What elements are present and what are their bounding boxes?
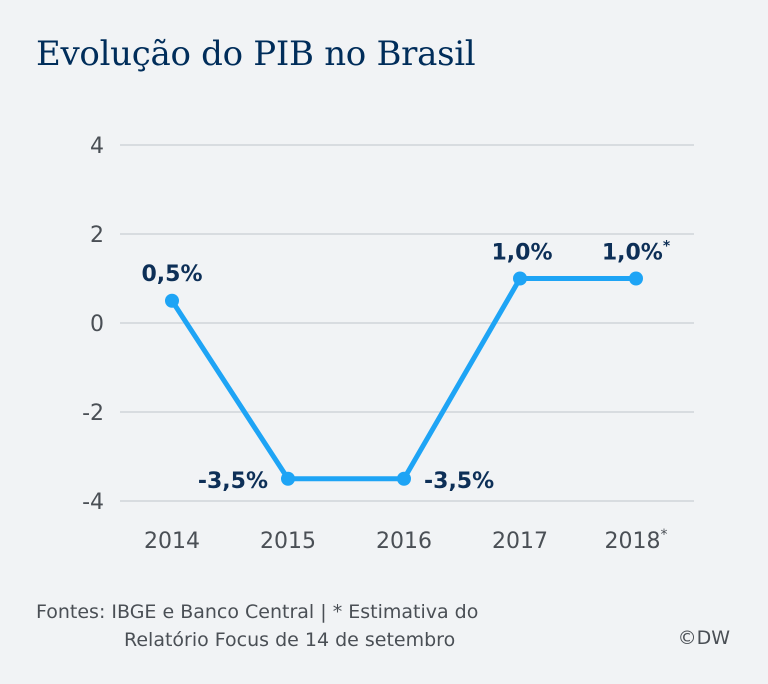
- source-note: Fontes: IBGE e Banco Central | * Estimat…: [36, 598, 478, 654]
- data-point: [165, 293, 179, 308]
- data-point: [281, 471, 295, 486]
- y-tick-label: 2: [90, 223, 104, 248]
- y-tick-label: -2: [82, 401, 104, 426]
- data-label: -3,5%: [198, 469, 268, 494]
- y-tick-label: -4: [82, 490, 104, 515]
- data-point: [397, 471, 411, 486]
- source-note-line-1: Fontes: IBGE e Banco Central | * Estimat…: [36, 601, 479, 623]
- x-tick-label: 2015: [260, 529, 316, 554]
- y-axis-tick-labels: 4 2 0 -2 -4: [82, 134, 104, 515]
- chart-title: Evolução do PIB no Brasil: [36, 34, 476, 74]
- series-line: [169, 276, 639, 482]
- y-tick-label: 4: [90, 134, 104, 159]
- data-point: [513, 271, 527, 286]
- gridlines: [120, 144, 694, 502]
- x-tick-label: 2014: [144, 529, 200, 554]
- copyright-label: ©DW: [677, 627, 730, 649]
- x-tick-label: 2018*: [605, 527, 668, 554]
- x-axis-tick-labels: 2014 2015 2016 2017 2018*: [144, 527, 668, 554]
- line-chart: 4 2 0 -2 -4 2014 2015 2016 2017 2018* 0,5% -3,5% -…: [82, 134, 694, 554]
- data-label: 1,0%*: [602, 239, 671, 266]
- data-label: 0,5%: [141, 262, 202, 287]
- gdp-series: [165, 271, 643, 486]
- y-tick-label: 0: [90, 312, 104, 337]
- source-note-line-2: Relatório Focus de 14 de setembro: [124, 629, 456, 651]
- data-point: [629, 271, 643, 286]
- data-label: -3,5%: [424, 469, 494, 494]
- data-label: 1,0%: [491, 241, 552, 266]
- x-tick-label: 2017: [492, 529, 548, 554]
- x-tick-label: 2016: [376, 529, 432, 554]
- data-labels: 0,5% -3,5% -3,5% 1,0% 1,0%*: [141, 239, 670, 494]
